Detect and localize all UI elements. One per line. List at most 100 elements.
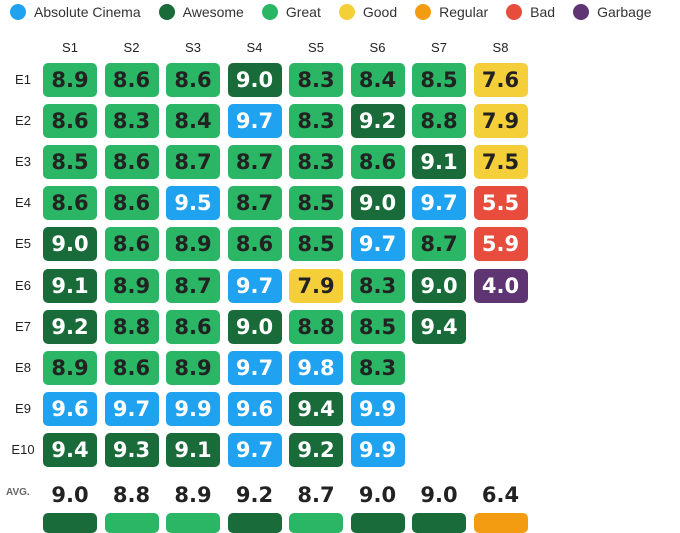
rating-cell[interactable]: 9.7 bbox=[227, 268, 282, 303]
rating-cell[interactable]: 8.6 bbox=[104, 63, 159, 97]
rating-cell[interactable]: 9.7 bbox=[412, 186, 466, 221]
rating-cell[interactable]: 9.8 bbox=[289, 350, 343, 385]
rating-cell[interactable]: 9.9 bbox=[166, 391, 220, 426]
average-label: AVG. bbox=[6, 487, 30, 498]
average-value: 8.8 bbox=[112, 483, 151, 507]
rating-cell[interactable]: 9.4 bbox=[412, 309, 466, 344]
rating-cell[interactable]: 9.4 bbox=[43, 432, 97, 467]
rating-cell[interactable]: 5.9 bbox=[473, 227, 528, 262]
rating-cell[interactable]: 9.1 bbox=[43, 268, 97, 303]
rating-cell[interactable]: 9.0 bbox=[43, 227, 97, 262]
rating-cell[interactable]: 8.6 bbox=[350, 145, 405, 180]
rating-cell[interactable]: 7.9 bbox=[289, 268, 343, 303]
average-value: 8.7 bbox=[297, 483, 335, 507]
rating-cell[interactable]: 9.4 bbox=[289, 391, 343, 426]
rating-cell[interactable]: 8.6 bbox=[166, 309, 220, 344]
rating-cell[interactable]: 8.5 bbox=[289, 227, 343, 262]
rating-cell[interactable]: 9.6 bbox=[227, 391, 282, 426]
rating-cell[interactable]: 9.7 bbox=[227, 432, 282, 467]
legend-dot-icon bbox=[573, 4, 590, 20]
average-bar bbox=[412, 513, 466, 533]
rating-cell[interactable]: 9.3 bbox=[104, 432, 159, 467]
rating-cell[interactable]: 7.6 bbox=[473, 63, 528, 97]
rating-cell[interactable]: 8.9 bbox=[43, 63, 97, 97]
rating-cell[interactable]: 8.8 bbox=[289, 309, 343, 344]
rating-cell[interactable]: 9.9 bbox=[350, 432, 405, 467]
column-header: S5 bbox=[308, 40, 324, 55]
rating-cell[interactable]: 8.8 bbox=[104, 309, 159, 344]
rating-cell[interactable]: 8.4 bbox=[166, 104, 220, 139]
rating-cell[interactable]: 8.5 bbox=[350, 309, 405, 344]
rating-cell[interactable]: 9.1 bbox=[412, 145, 466, 180]
rating-cell[interactable]: 8.6 bbox=[43, 186, 97, 221]
rating-cell[interactable]: 8.6 bbox=[104, 227, 159, 262]
rating-cell[interactable]: 8.3 bbox=[289, 145, 343, 180]
rating-cell[interactable]: 9.7 bbox=[227, 350, 282, 385]
column-header: S2 bbox=[123, 40, 140, 55]
rating-cell[interactable]: 8.3 bbox=[104, 104, 159, 139]
rating-cell[interactable]: 8.3 bbox=[350, 268, 405, 303]
average-bar bbox=[350, 513, 405, 533]
average-bar bbox=[104, 513, 159, 533]
average-value: 6.4 bbox=[481, 483, 520, 507]
legend-item[interactable]: Bad bbox=[506, 4, 555, 20]
rating-cell[interactable]: 8.6 bbox=[104, 350, 159, 385]
rating-cell[interactable]: 9.7 bbox=[104, 391, 159, 426]
rating-cell[interactable]: 8.9 bbox=[104, 268, 159, 303]
rating-cell[interactable]: 8.7 bbox=[166, 268, 220, 303]
legend-dot-icon bbox=[261, 4, 278, 20]
rating-cell[interactable]: 9.2 bbox=[289, 432, 343, 467]
rating-cell[interactable]: 7.9 bbox=[473, 104, 528, 139]
column-header: S7 bbox=[431, 40, 447, 55]
rating-cell[interactable]: 8.8 bbox=[412, 104, 466, 139]
rating-cell[interactable]: 9.2 bbox=[350, 104, 405, 139]
legend-dot-icon bbox=[506, 4, 523, 20]
rating-cell[interactable]: 8.9 bbox=[166, 350, 220, 385]
rating-cell[interactable]: 8.4 bbox=[350, 63, 405, 97]
rating-cell[interactable]: 4.0 bbox=[473, 268, 528, 303]
rating-cell[interactable]: 8.7 bbox=[166, 145, 220, 180]
row-header: E3 bbox=[15, 154, 31, 170]
rating-cell[interactable]: 8.7 bbox=[227, 145, 282, 180]
rating-cell[interactable]: 8.3 bbox=[289, 63, 343, 97]
rating-cell[interactable]: 8.3 bbox=[350, 350, 405, 385]
legend-item[interactable]: Garbage bbox=[573, 4, 652, 20]
rating-cell[interactable]: 8.6 bbox=[43, 104, 97, 139]
rating-cell[interactable]: 8.5 bbox=[289, 186, 343, 221]
average-bar bbox=[473, 513, 528, 533]
rating-cell[interactable]: 8.9 bbox=[166, 227, 220, 262]
rating-cell[interactable]: 8.9 bbox=[43, 350, 97, 385]
legend-label: Garbage bbox=[597, 4, 652, 20]
rating-cell[interactable]: 5.5 bbox=[473, 186, 528, 221]
rating-cell[interactable]: 8.6 bbox=[104, 145, 159, 180]
rating-cell[interactable]: 8.6 bbox=[104, 186, 159, 221]
rating-cell[interactable]: 8.6 bbox=[166, 63, 220, 97]
rating-cell[interactable]: 8.3 bbox=[289, 104, 343, 139]
average-value: 9.0 bbox=[420, 483, 458, 507]
rating-cell[interactable]: 9.9 bbox=[350, 391, 405, 426]
rating-cell[interactable]: 9.7 bbox=[350, 227, 405, 262]
rating-cell[interactable]: 9.7 bbox=[227, 104, 282, 139]
legend-item[interactable]: Good bbox=[338, 4, 397, 20]
rating-cell[interactable]: 9.0 bbox=[227, 309, 282, 344]
rating-cell[interactable]: 9.5 bbox=[166, 186, 220, 221]
average-value: 9.0 bbox=[51, 483, 89, 507]
rating-cell[interactable]: 8.6 bbox=[227, 227, 282, 262]
rating-cell[interactable]: 9.0 bbox=[412, 268, 466, 303]
rating-cell[interactable]: 8.7 bbox=[412, 227, 466, 262]
legend-item[interactable]: Great bbox=[261, 4, 321, 20]
rating-cell[interactable]: 8.5 bbox=[43, 145, 97, 180]
average-value: 9.2 bbox=[235, 483, 274, 507]
rating-cell[interactable]: 9.0 bbox=[227, 63, 282, 97]
rating-cell[interactable]: 8.7 bbox=[227, 186, 282, 221]
rating-cell[interactable]: 9.6 bbox=[43, 391, 97, 426]
rating-cell[interactable]: 9.2 bbox=[43, 309, 97, 344]
rating-cell[interactable]: 7.5 bbox=[473, 145, 528, 180]
legend-item[interactable]: Regular bbox=[415, 4, 488, 20]
rating-cell[interactable]: 9.0 bbox=[350, 186, 405, 221]
rating-cell[interactable]: 9.1 bbox=[166, 432, 220, 467]
legend-item[interactable]: Awesome bbox=[158, 4, 244, 20]
rating-cell[interactable]: 8.5 bbox=[412, 63, 466, 97]
legend-item[interactable]: Absolute Cinema bbox=[10, 4, 141, 20]
legend-dot-icon bbox=[158, 4, 175, 20]
